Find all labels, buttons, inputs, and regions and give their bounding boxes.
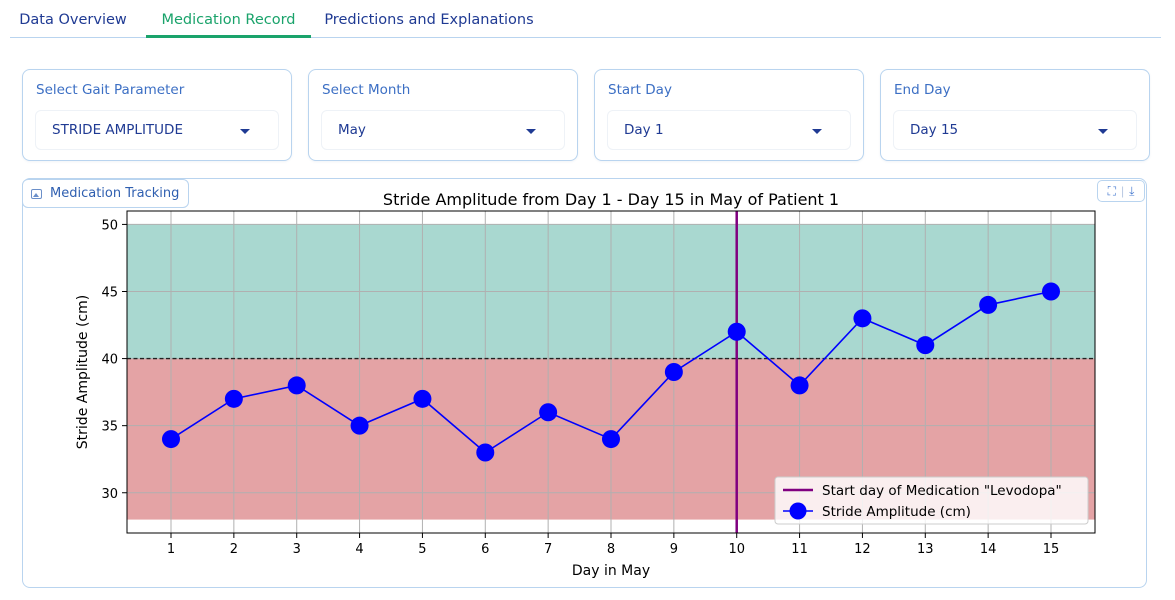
x-tick-label: 6 xyxy=(481,542,489,557)
data-point xyxy=(727,322,746,341)
tab-predictions-and-explanations[interactable]: Predictions and Explanations xyxy=(324,12,534,28)
start-day-value: Day 1 xyxy=(624,122,664,138)
data-point xyxy=(916,336,935,355)
month-select[interactable]: May xyxy=(321,110,565,150)
x-tick-label: 3 xyxy=(293,542,301,557)
fullscreen-icon[interactable]: ⛶ xyxy=(1107,183,1116,198)
x-tick-label: 13 xyxy=(917,542,934,557)
data-point xyxy=(790,376,809,395)
x-tick-label: 5 xyxy=(418,542,426,557)
month-card: Select Month May xyxy=(308,69,578,161)
x-tick-label: 12 xyxy=(854,542,871,557)
x-axis-label: Day in May xyxy=(572,563,650,579)
data-point xyxy=(539,403,558,422)
toolbar-separator: | xyxy=(1120,184,1125,198)
gait-parameter-select[interactable]: STRIDE AMPLITUDE xyxy=(35,110,279,150)
legend-label-series: Stride Amplitude (cm) xyxy=(822,504,971,520)
end-day-select[interactable]: Day 15 xyxy=(893,110,1137,150)
x-tick-label: 14 xyxy=(980,542,997,557)
chevron-down-icon xyxy=(526,129,536,134)
image-icon xyxy=(31,188,42,199)
x-tick-label: 2 xyxy=(230,542,238,557)
x-tick-label: 7 xyxy=(544,542,552,557)
data-point xyxy=(664,363,683,381)
y-tick-label: 35 xyxy=(101,420,118,435)
data-point xyxy=(224,389,243,408)
data-point xyxy=(413,389,432,408)
month-value: May xyxy=(338,122,366,138)
y-axis-label: Stride Amplitude (cm) xyxy=(75,295,91,449)
start-day-card: Start Day Day 1 xyxy=(594,69,864,161)
data-point xyxy=(350,416,369,435)
end-day-card: End Day Day 15 xyxy=(880,69,1150,161)
x-tick-label: 15 xyxy=(1043,542,1060,557)
y-tick-label: 50 xyxy=(101,218,118,233)
end-day-value: Day 15 xyxy=(910,122,959,138)
start-day-label: Start Day xyxy=(608,82,672,98)
tab-bar: Data Overview Medication Record Predicti… xyxy=(10,0,1161,38)
chart-title: Stride Amplitude from Day 1 - Day 15 in … xyxy=(383,190,839,209)
gait-parameter-label: Select Gait Parameter xyxy=(36,82,185,98)
chevron-down-icon xyxy=(240,129,250,134)
x-tick-label: 4 xyxy=(355,542,363,557)
medication-tracking-tag[interactable]: Medication Tracking xyxy=(22,179,190,208)
medication-tracking-label: Medication Tracking xyxy=(50,186,180,201)
x-tick-label: 11 xyxy=(791,542,808,557)
tab-data-overview[interactable]: Data Overview xyxy=(19,12,127,28)
data-point xyxy=(853,309,872,328)
x-tick-label: 8 xyxy=(607,542,615,557)
x-tick-label: 9 xyxy=(670,542,678,557)
data-point xyxy=(287,376,306,395)
y-tick-label: 30 xyxy=(101,487,118,502)
chevron-down-icon xyxy=(1098,129,1108,134)
end-day-label: End Day xyxy=(894,82,951,98)
tab-medication-record[interactable]: Medication Record xyxy=(146,0,311,38)
data-point xyxy=(162,430,180,449)
data-point xyxy=(979,295,998,314)
x-tick-label: 10 xyxy=(728,542,745,557)
data-point xyxy=(602,430,620,449)
month-label: Select Month xyxy=(322,82,411,98)
gait-parameter-card: Select Gait Parameter STRIDE AMPLITUDE xyxy=(22,69,292,161)
download-icon[interactable]: ⤓ xyxy=(1129,183,1135,198)
chevron-down-icon xyxy=(812,129,822,134)
chart-toolbar: ⛶ | ⤓ xyxy=(1097,180,1145,202)
legend-label-medication: Start day of Medication "Levodopa" xyxy=(822,483,1062,499)
y-tick-label: 45 xyxy=(101,286,118,301)
legend-swatch-series-marker xyxy=(789,502,807,520)
data-point xyxy=(476,443,495,462)
x-tick-label: 1 xyxy=(167,542,175,557)
data-point xyxy=(1042,282,1060,301)
start-day-select[interactable]: Day 1 xyxy=(607,110,851,150)
y-tick-label: 40 xyxy=(101,353,118,368)
gait-parameter-value: STRIDE AMPLITUDE xyxy=(52,122,183,138)
legend-box xyxy=(774,476,1089,525)
